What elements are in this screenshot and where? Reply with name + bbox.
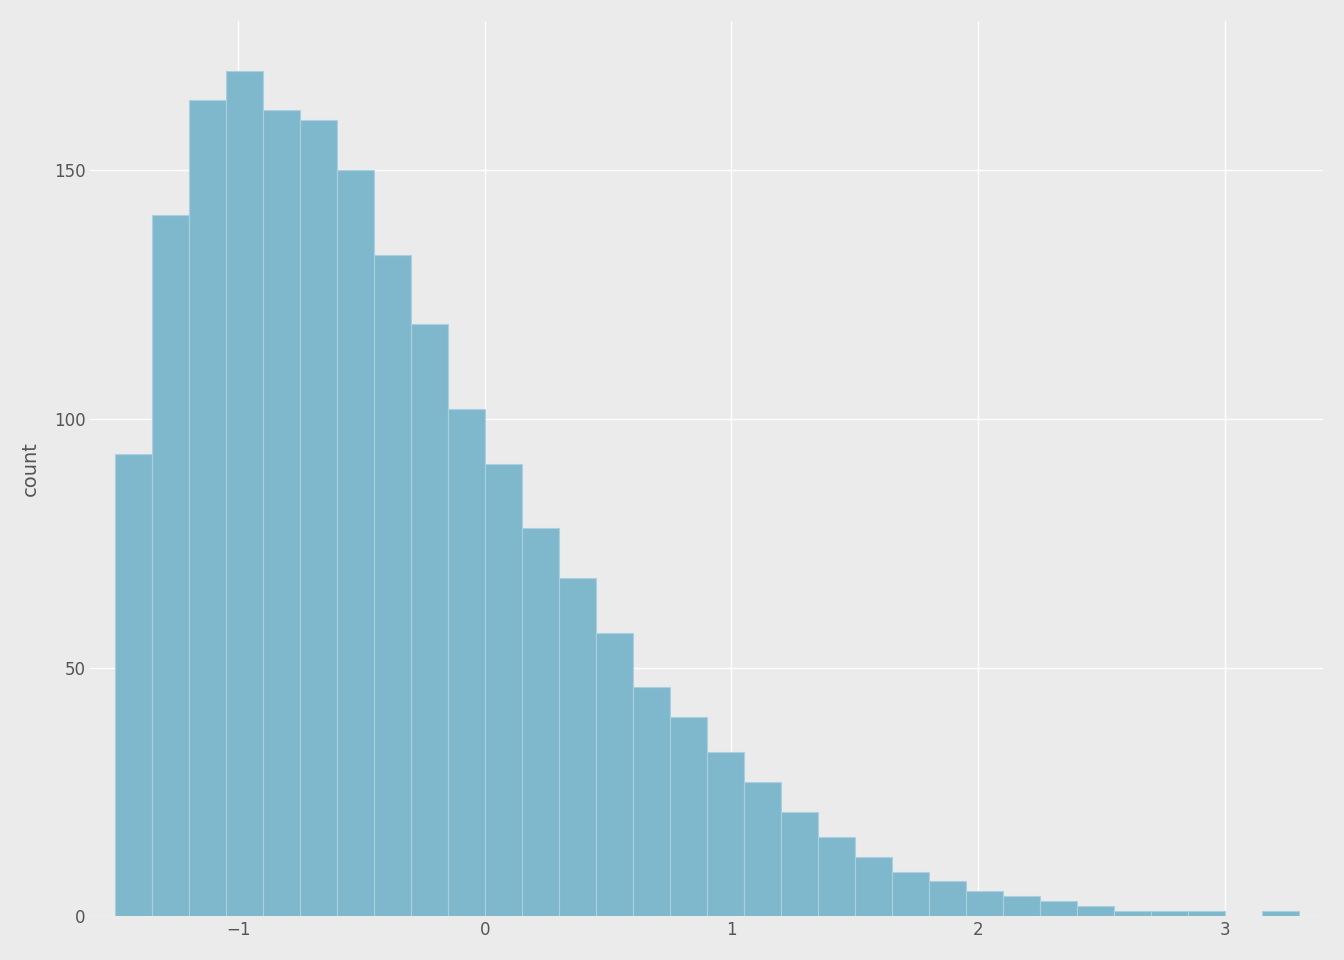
Bar bbox=[965, 892, 1003, 916]
Bar bbox=[891, 872, 929, 916]
Bar bbox=[263, 110, 300, 916]
Bar bbox=[114, 454, 152, 916]
Bar bbox=[485, 464, 521, 916]
Bar bbox=[743, 782, 781, 916]
Bar bbox=[559, 578, 595, 916]
Bar bbox=[1040, 901, 1077, 916]
Bar bbox=[707, 752, 743, 916]
Bar bbox=[337, 170, 374, 916]
Bar bbox=[855, 856, 891, 916]
Bar bbox=[781, 812, 817, 916]
Bar bbox=[1114, 911, 1150, 916]
Bar bbox=[929, 881, 965, 916]
Bar bbox=[411, 324, 448, 916]
Bar bbox=[300, 120, 337, 916]
Bar bbox=[633, 687, 669, 916]
Bar bbox=[226, 71, 263, 916]
Bar bbox=[190, 101, 226, 916]
Bar bbox=[152, 215, 190, 916]
Bar bbox=[448, 409, 485, 916]
Bar bbox=[1150, 911, 1188, 916]
Bar bbox=[374, 254, 411, 916]
Bar bbox=[521, 528, 559, 916]
Bar bbox=[1003, 897, 1040, 916]
Bar bbox=[669, 717, 707, 916]
Y-axis label: count: count bbox=[22, 442, 40, 496]
Bar bbox=[1262, 911, 1298, 916]
Bar bbox=[1188, 911, 1224, 916]
Bar bbox=[595, 633, 633, 916]
Bar bbox=[1077, 906, 1114, 916]
Bar bbox=[817, 837, 855, 916]
